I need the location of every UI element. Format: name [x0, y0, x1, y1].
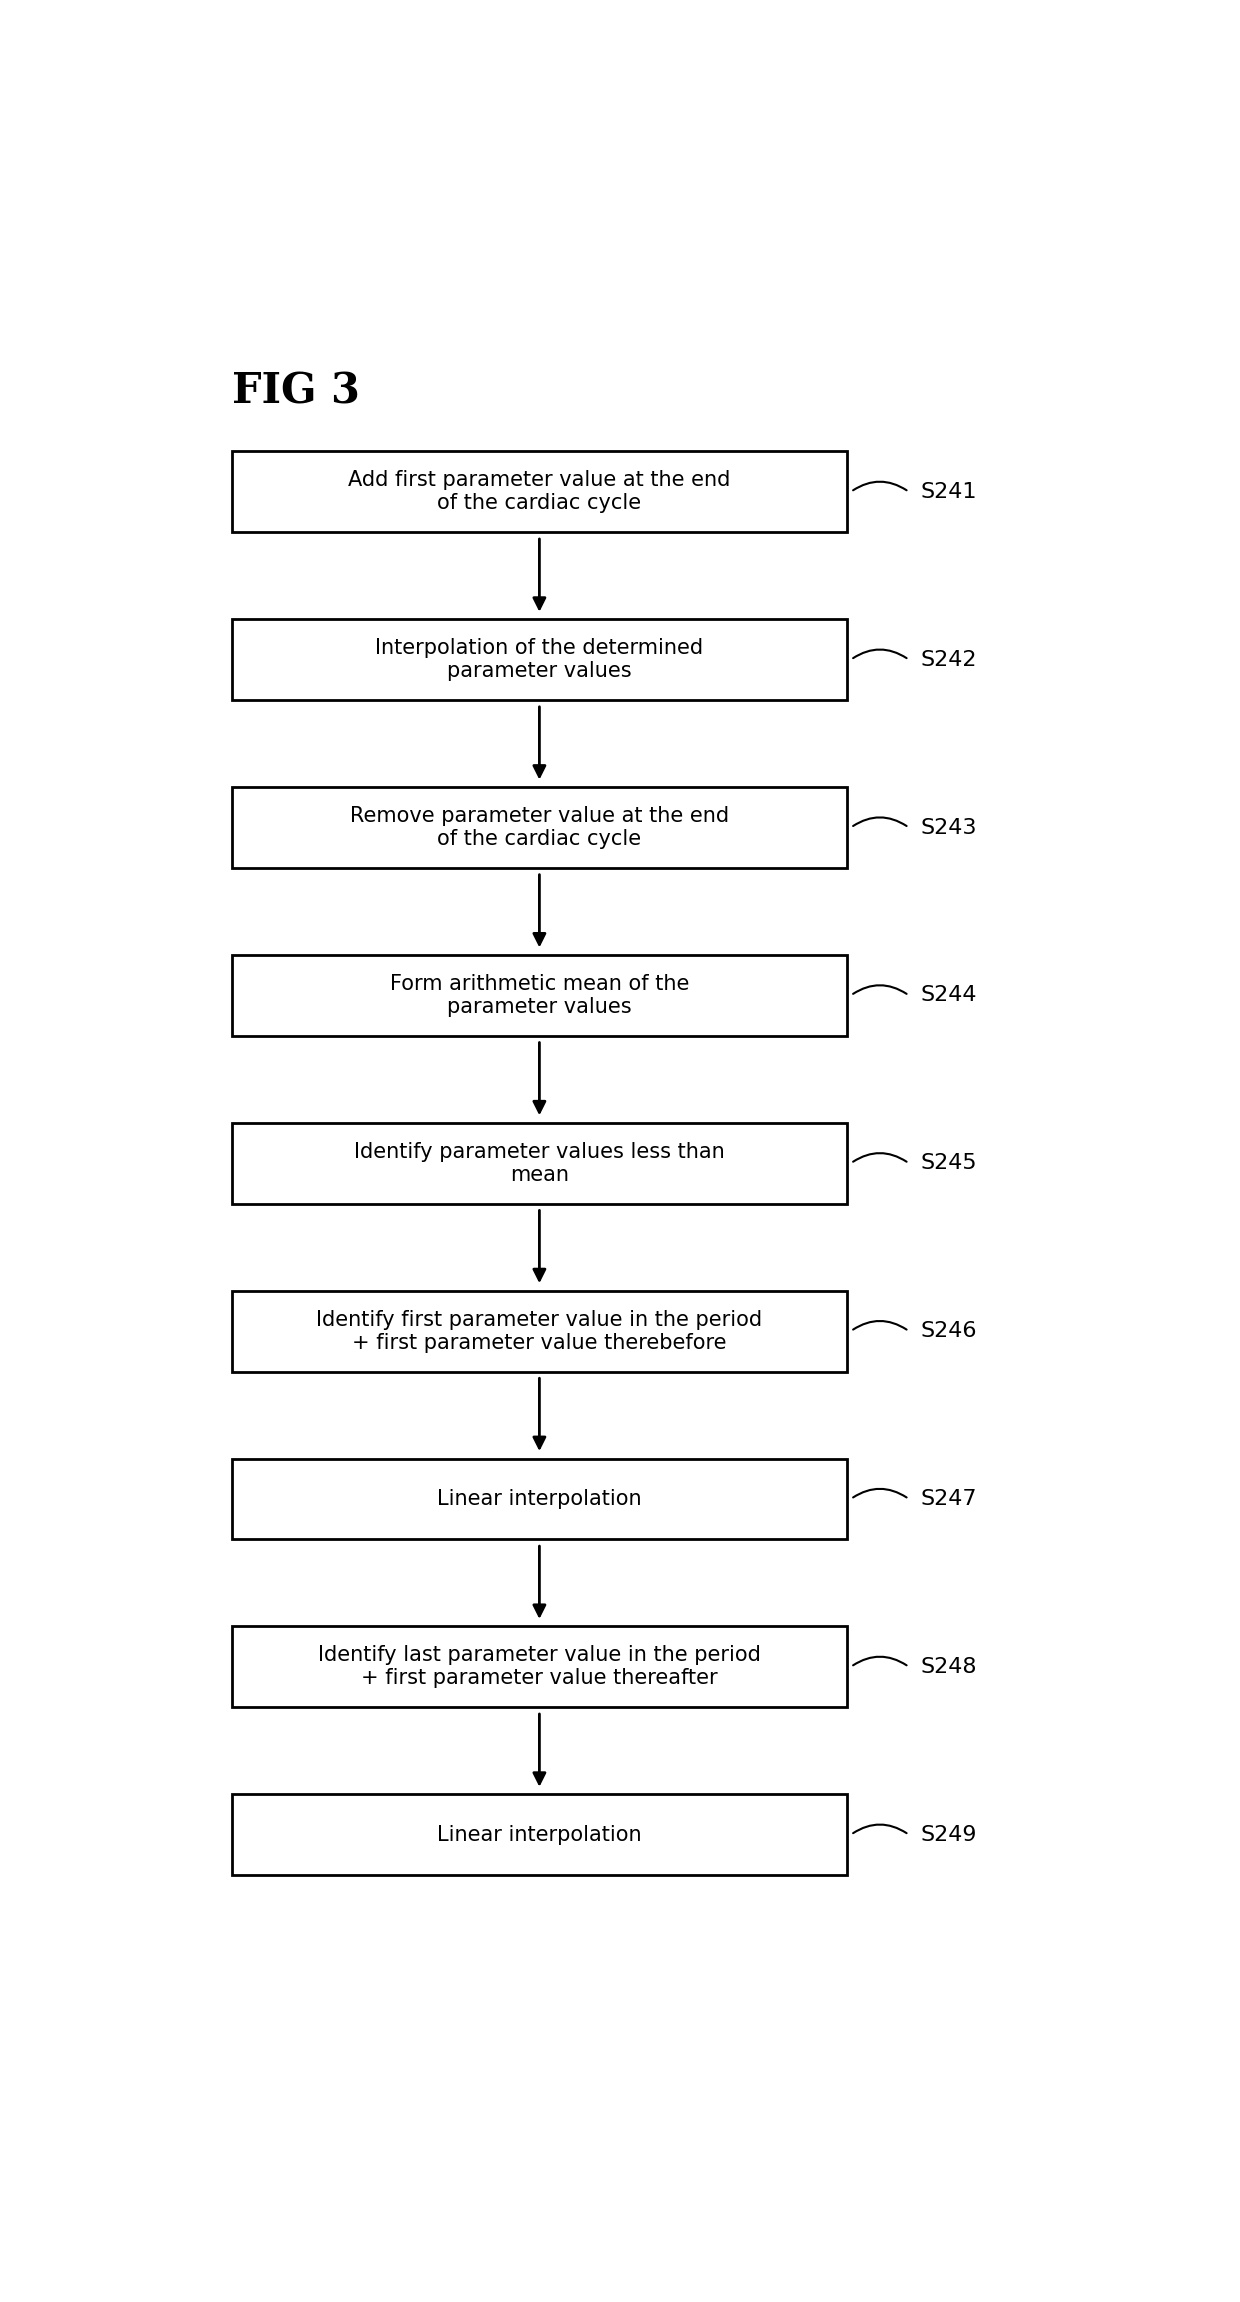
Text: S242: S242: [920, 649, 977, 670]
FancyBboxPatch shape: [232, 787, 847, 868]
Text: Interpolation of the determined
parameter values: Interpolation of the determined paramete…: [376, 638, 703, 681]
FancyBboxPatch shape: [232, 451, 847, 532]
FancyBboxPatch shape: [232, 955, 847, 1036]
Text: S245: S245: [920, 1153, 977, 1174]
FancyBboxPatch shape: [232, 1123, 847, 1204]
Text: S241: S241: [920, 481, 977, 502]
Text: Linear interpolation: Linear interpolation: [436, 1489, 642, 1510]
Text: Identify last parameter value in the period
+ first parameter value thereafter: Identify last parameter value in the per…: [317, 1646, 761, 1687]
Text: Add first parameter value at the end
of the cardiac cycle: Add first parameter value at the end of …: [348, 470, 730, 513]
Text: S244: S244: [920, 985, 977, 1006]
Text: S243: S243: [920, 817, 977, 838]
Text: S249: S249: [920, 1825, 977, 1844]
Text: Remove parameter value at the end
of the cardiac cycle: Remove parameter value at the end of the…: [350, 806, 729, 849]
Text: S248: S248: [920, 1657, 977, 1676]
Text: Identify first parameter value in the period
+ first parameter value therebefore: Identify first parameter value in the pe…: [316, 1310, 763, 1354]
FancyBboxPatch shape: [232, 1628, 847, 1708]
FancyBboxPatch shape: [232, 1793, 847, 1876]
Text: S247: S247: [920, 1489, 977, 1510]
Text: S246: S246: [920, 1321, 977, 1342]
Text: Identify parameter values less than
mean: Identify parameter values less than mean: [355, 1142, 724, 1186]
Text: FIG 3: FIG 3: [233, 371, 361, 412]
FancyBboxPatch shape: [232, 1459, 847, 1540]
FancyBboxPatch shape: [232, 1291, 847, 1372]
FancyBboxPatch shape: [232, 619, 847, 700]
Text: Linear interpolation: Linear interpolation: [436, 1825, 642, 1844]
Text: Form arithmetic mean of the
parameter values: Form arithmetic mean of the parameter va…: [389, 974, 689, 1017]
